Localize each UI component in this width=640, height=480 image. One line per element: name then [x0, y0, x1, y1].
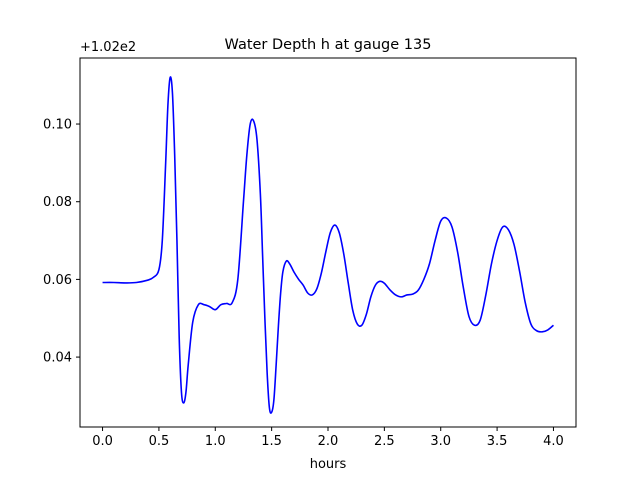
x-tick-label: 3.5 [487, 434, 508, 449]
x-axis-label: hours [310, 457, 347, 472]
x-tick-label: 1.0 [205, 434, 226, 449]
y-tick-label: 0.08 [43, 195, 72, 210]
y-offset-label: +1.02e2 [80, 40, 136, 55]
y-axis-ticks: 0.04 0.06 0.08 0.10 [43, 118, 80, 366]
y-tick-label: 0.04 [43, 351, 72, 366]
x-tick-label: 3.0 [430, 434, 451, 449]
y-tick-label: 0.10 [43, 118, 72, 133]
x-tick-label: 2.0 [318, 434, 339, 449]
chart-title: Water Depth h at gauge 135 [225, 37, 432, 53]
y-tick-label: 0.06 [43, 273, 72, 288]
x-tick-label: 0.5 [149, 434, 170, 449]
x-tick-label: 4.0 [543, 434, 564, 449]
plot-area: 0.0 0.5 1.0 1.5 2.0 2.5 3.0 3.5 4.0 0.04 0.06 0.08… [43, 57, 577, 449]
plot-frame [79, 57, 577, 428]
x-tick-label: 1.5 [261, 434, 282, 449]
series-line [102, 76, 554, 414]
x-axis-ticks: 0.0 0.5 1.0 1.5 2.0 2.5 3.0 3.5 4.0 [92, 427, 564, 449]
x-tick-label: 2.5 [374, 434, 395, 449]
x-tick-label: 0.0 [92, 434, 113, 449]
